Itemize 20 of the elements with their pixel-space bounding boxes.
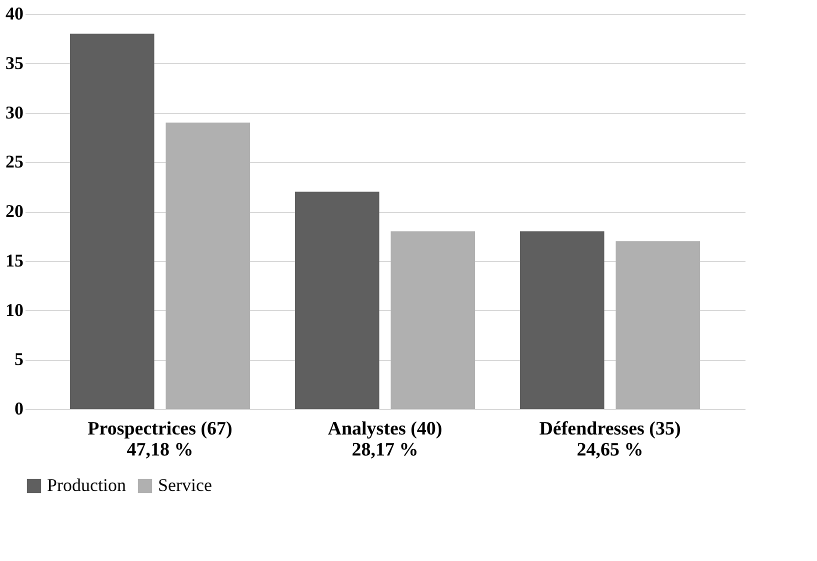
bar [390,231,475,409]
bar [520,231,604,409]
y-tick-label: 15 [6,250,24,270]
bar [70,34,154,409]
y-tick-label: 10 [6,300,24,320]
bar [166,122,250,409]
bar [295,192,380,409]
bar [616,241,700,409]
y-tick-label: 0 [14,398,24,418]
y-tick-label: 40 [6,4,24,24]
legend-label: Production [47,475,126,495]
x-tick-label: Analystes (40) 28,17 % [328,418,442,460]
y-tick-label: 20 [6,201,24,221]
legend-label: Service [158,475,212,495]
y-tick-label: 5 [14,349,24,370]
y-tick-label: 30 [6,102,24,122]
x-tick-label: Prospectrices (67) 47,18 % [88,418,232,460]
x-tick-label: Défendresses (35) 24,65 % [539,418,681,460]
y-tick-label: 35 [6,52,24,73]
y-tick-label: 25 [6,152,24,172]
